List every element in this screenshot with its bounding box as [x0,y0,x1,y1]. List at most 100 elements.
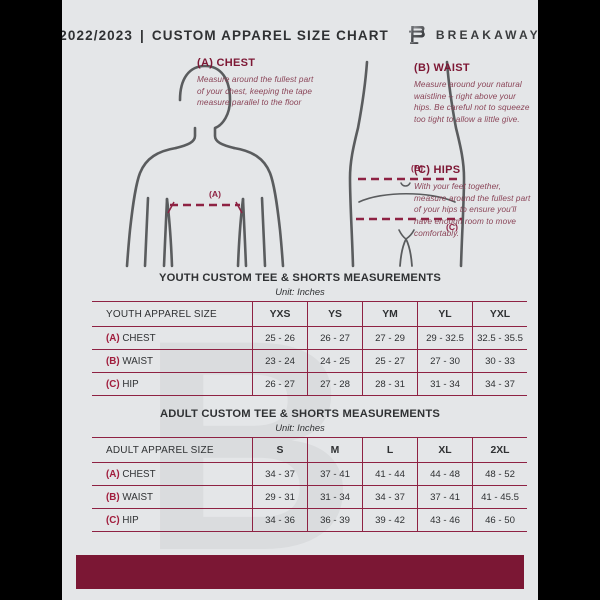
callout-hips: (C) HIPS With your feet together, measur… [414,164,532,239]
season-label: 2022/2023 [62,27,133,43]
adult-cell-0-1: 37 - 41 [307,462,363,486]
table-row: (C) HIP 34 - 36 36 - 39 39 - 42 43 - 46 … [92,508,527,532]
adult-cell-0-2: 41 - 44 [362,462,418,486]
body-diagram-illustration [125,60,466,268]
youth-row-tag-2: (C) [106,378,120,390]
adult-cell-2-0: 34 - 36 [252,508,308,532]
adult-cell-1-1: 31 - 34 [307,485,363,509]
youth-table-header-row: YOUTH APPAREL SIZE YXS YS YM YL YXL [92,301,527,327]
adult-header-label: ADULT APPAREL SIZE [92,437,253,463]
youth-col-header-2: YM [362,301,418,327]
youth-table-title: YOUTH CUSTOM TEE & SHORTS MEASUREMENTS [158,272,442,284]
chest-marker-label: (A) [209,189,221,199]
adult-col-header-4: 2XL [472,437,527,463]
table-row: (A) CHEST 25 - 26 26 - 27 27 - 29 29 - 3… [92,326,527,350]
youth-cell-0-2: 27 - 29 [362,326,418,350]
youth-row-label-2: (C) HIP [92,372,253,396]
adult-cell-2-3: 43 - 46 [417,508,473,532]
youth-cell-1-0: 23 - 24 [252,349,308,373]
brand-name: BREAKAWAY [435,28,538,42]
callout-waist-body: Measure around your natural waistline – … [414,80,530,124]
callout-chest-body: Measure around the fullest part of your … [197,75,314,108]
adult-row-label-1: (B) WAIST [92,485,253,509]
youth-cell-0-3: 29 - 32.5 [417,326,473,350]
adult-table-unit: Unit: Inches [275,422,325,433]
callout-hips-title: (C) HIPS [414,164,461,176]
youth-row-label-0: (A) CHEST [92,326,253,350]
youth-row-tag-0: (A) [106,332,120,344]
adult-table-title: ADULT CUSTOM TEE & SHORTS MEASUREMENTS [159,408,441,420]
adult-row-word-0: CHEST [122,468,156,480]
youth-cell-2-0: 26 - 27 [252,372,308,396]
youth-cell-1-4: 30 - 33 [472,349,527,373]
youth-col-header-4: YXL [472,301,527,327]
adult-row-tag-0: (A) [106,468,120,480]
adult-cell-1-0: 29 - 31 [252,485,308,509]
callout-chest: (A) CHEST Measure around the fullest par… [197,57,315,109]
youth-row-tag-1: (B) [106,355,120,367]
youth-table-unit: Unit: Inches [275,286,325,297]
adult-col-header-3: XL [417,437,473,463]
youth-cell-0-0: 25 - 26 [252,326,308,350]
hip-marker-label: (C) [446,222,458,232]
youth-cell-2-1: 27 - 28 [307,372,363,396]
callout-waist-title: (B) WAIST [414,62,470,74]
table-row: (B) WAIST 23 - 24 24 - 25 25 - 27 27 - 3… [92,349,527,373]
youth-cell-0-1: 26 - 27 [307,326,363,350]
youth-cell-1-1: 24 - 25 [307,349,363,373]
header-separator: | [140,27,145,43]
adult-row-label-0: (A) CHEST [92,462,253,486]
adult-cell-0-0: 34 - 37 [252,462,308,486]
adult-cell-2-2: 39 - 42 [362,508,418,532]
page-header: 2022/2023 | CUSTOM APPAREL SIZE CHART [62,18,538,52]
breakaway-b-logo-icon [408,26,425,44]
youth-measurements-block: YOUTH CUSTOM TEE & SHORTS MEASUREMENTS U… [92,272,527,396]
adult-col-header-2: L [362,437,418,463]
footer-accent-bar [76,555,524,589]
youth-size-table: YOUTH APPAREL SIZE YXS YS YM YL YXL (A) … [92,301,527,396]
header-title-group: 2022/2023 | CUSTOM APPAREL SIZE CHART [62,28,389,43]
youth-row-word-0: CHEST [122,332,156,344]
adult-col-header-1: M [307,437,363,463]
brand-lockup: BREAKAWAY [407,23,538,47]
youth-row-label-1: (B) WAIST [92,349,253,373]
adult-cell-1-4: 41 - 45.5 [472,485,527,509]
adult-size-table: ADULT APPAREL SIZE S M L XL 2XL (A) CHES… [92,437,527,532]
adult-row-word-1: WAIST [122,491,154,503]
size-chart-card: B 2022/2023 | CUSTOM APPAREL SIZE CHART [62,0,538,600]
youth-row-word-1: WAIST [122,355,154,367]
youth-cell-0-4: 32.5 - 35.5 [472,326,527,350]
youth-cell-1-2: 25 - 27 [362,349,418,373]
adult-cell-0-4: 48 - 52 [472,462,527,486]
youth-cell-2-2: 28 - 31 [362,372,418,396]
callout-chest-title: (A) CHEST [197,57,256,69]
youth-cell-2-3: 31 - 34 [417,372,473,396]
adult-row-tag-2: (C) [106,514,120,526]
page-title: CUSTOM APPAREL SIZE CHART [151,27,389,43]
measurement-diagrams: (A) (B) (C) (A) CHEST Measure around the… [62,52,538,270]
waist-marker-label: (B) [411,163,423,173]
youth-row-word-2: HIP [122,378,139,390]
callout-waist: (B) WAIST Measure around your natural wa… [414,62,532,126]
adult-cell-2-4: 46 - 50 [472,508,527,532]
adult-cell-0-3: 44 - 48 [417,462,473,486]
adult-measurements-block: ADULT CUSTOM TEE & SHORTS MEASUREMENTS U… [92,408,527,532]
adult-cell-1-2: 34 - 37 [362,485,418,509]
youth-col-header-0: YXS [252,301,308,327]
table-row: (A) CHEST 34 - 37 37 - 41 41 - 44 44 - 4… [92,462,527,486]
youth-col-header-1: YS [307,301,363,327]
youth-col-header-3: YL [417,301,473,327]
youth-cell-1-3: 27 - 30 [417,349,473,373]
adult-col-header-0: S [252,437,308,463]
callout-hips-body: With your feet together, measure around … [414,182,531,238]
adult-row-tag-1: (B) [106,491,120,503]
adult-cell-1-3: 37 - 41 [417,485,473,509]
youth-cell-2-4: 34 - 37 [472,372,527,396]
youth-header-label: YOUTH APPAREL SIZE [92,301,253,327]
adult-row-label-2: (C) HIP [92,508,253,532]
adult-cell-2-1: 36 - 39 [307,508,363,532]
table-row: (C) HIP 26 - 27 27 - 28 28 - 31 31 - 34 … [92,372,527,396]
adult-row-word-2: HIP [122,514,139,526]
adult-table-header-row: ADULT APPAREL SIZE S M L XL 2XL [92,437,527,463]
